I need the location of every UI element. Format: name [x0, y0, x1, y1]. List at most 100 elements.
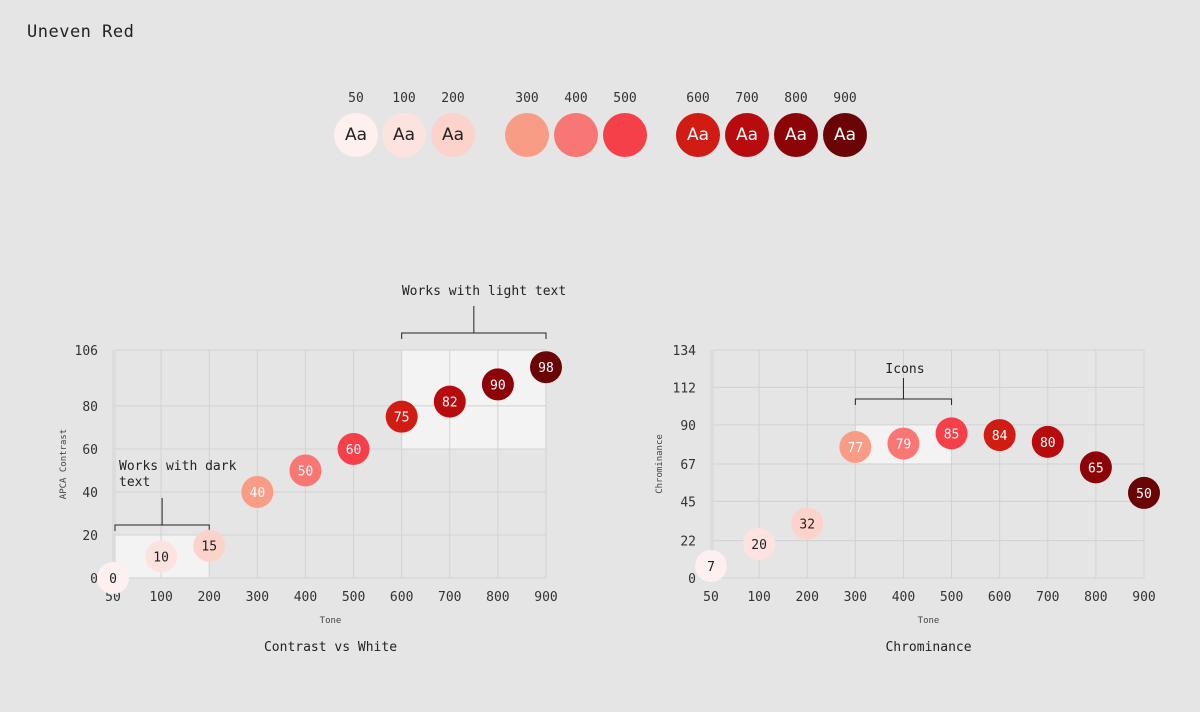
data-point-500: 85	[935, 417, 968, 450]
swatch-label-500: 500	[613, 91, 637, 106]
data-point-label: 20	[751, 538, 767, 553]
x-tick-label: 500	[342, 590, 365, 605]
data-point-label: 32	[799, 518, 815, 533]
x-tick-label: 700	[1036, 590, 1059, 605]
data-point-marker	[193, 529, 226, 562]
data-point-200: 15	[193, 529, 226, 562]
data-point-marker	[791, 507, 824, 540]
x-tick-label: 500	[940, 590, 963, 605]
data-point-label: 15	[201, 540, 217, 555]
x-tick-label: 400	[892, 590, 915, 605]
y-tick-label: 60	[82, 443, 98, 458]
data-point-50: 0	[97, 562, 129, 594]
annotation-bracket-0	[854, 378, 953, 405]
data-point-800: 65	[1079, 451, 1112, 484]
chart-title: Contrast vs White	[264, 640, 397, 655]
y-tick-label: 112	[673, 381, 696, 396]
swatch-label-800: 800	[784, 91, 808, 106]
data-point-marker	[481, 368, 514, 401]
data-point-label: 80	[1040, 436, 1056, 451]
x-tick-label: 100	[747, 590, 770, 605]
x-tick-label: 900	[534, 590, 557, 605]
swatch-label-700: 700	[735, 91, 759, 106]
annotation-text-1: Works with light text	[402, 284, 566, 299]
data-point-100: 20	[743, 527, 776, 560]
page-title: Uneven Red	[27, 22, 135, 42]
x-tick-label: 200	[197, 590, 220, 605]
data-point-label: 75	[394, 411, 410, 426]
annotation-bracket-0	[114, 498, 210, 531]
annotation-bracket-1	[401, 306, 547, 339]
data-point-marker	[743, 527, 776, 560]
x-tick-label: 100	[149, 590, 172, 605]
data-point-label: 84	[992, 429, 1008, 444]
x-tick-label: 800	[486, 590, 509, 605]
data-point-800: 90	[481, 368, 514, 401]
y-tick-label: 90	[680, 419, 696, 434]
data-point-label: 90	[490, 378, 506, 393]
data-point-marker	[887, 427, 920, 460]
data-point-marker	[289, 454, 322, 487]
swatch-50: Aa	[334, 113, 378, 157]
swatch-label-600: 600	[686, 91, 710, 106]
data-point-marker	[1079, 451, 1112, 484]
data-point-marker	[1128, 476, 1160, 509]
x-tick-label: 200	[795, 590, 818, 605]
annotation-text-0: text	[119, 475, 150, 490]
data-point-marker	[1031, 425, 1064, 458]
swatch-500	[603, 113, 647, 157]
data-point-500: 60	[337, 432, 370, 465]
y-axis-label: APCA Contrast	[59, 429, 69, 499]
data-point-900: 50	[1128, 476, 1160, 509]
chart-title: Chrominance	[885, 640, 971, 655]
swatch-200: Aa	[431, 113, 475, 157]
data-point-label: 65	[1088, 461, 1104, 476]
data-point-label: 77	[848, 441, 864, 456]
y-tick-label: 20	[82, 529, 98, 544]
data-point-label: 10	[153, 550, 169, 565]
annotation-region-1	[401, 350, 546, 449]
data-point-marker	[145, 540, 178, 573]
swatch-400	[554, 113, 598, 157]
chrominance-chart: 0 22 45 67 90 112 134 50 100 200 300 400 500 600 700 80…	[655, 344, 1160, 655]
data-point-marker	[530, 351, 562, 384]
swatch-label-400: 400	[564, 91, 588, 106]
x-axis-label: Tone	[320, 616, 342, 626]
x-tick-label: 300	[844, 590, 867, 605]
x-tick-label: 50	[703, 590, 719, 605]
data-point-200: 32	[791, 507, 824, 540]
swatch-label-900: 900	[833, 91, 857, 106]
x-tick-label: 600	[988, 590, 1011, 605]
y-tick-label: 22	[680, 535, 696, 550]
x-tick-label: 400	[294, 590, 317, 605]
swatch-600: Aa	[676, 113, 720, 157]
swatch-800: Aa	[774, 113, 818, 157]
swatch-label-300: 300	[515, 91, 539, 106]
data-point-50: 7	[695, 550, 727, 583]
data-point-marker	[97, 562, 129, 594]
swatch-label-50: 50	[348, 91, 364, 106]
x-tick-label: 300	[246, 590, 269, 605]
data-point-400: 79	[887, 427, 920, 460]
data-point-700: 80	[1031, 425, 1064, 458]
data-point-100: 10	[145, 540, 178, 573]
data-point-label: 40	[250, 486, 266, 501]
swatch-label-200: 200	[441, 91, 465, 106]
data-point-marker	[695, 550, 727, 583]
swatch-300	[505, 113, 549, 157]
data-point-label: 0	[109, 572, 117, 587]
data-point-marker	[385, 400, 418, 433]
data-point-300: 40	[241, 475, 274, 508]
y-tick-label: 45	[680, 495, 696, 510]
data-point-label: 50	[298, 464, 314, 479]
x-tick-label: 800	[1084, 590, 1107, 605]
swatch-900: Aa	[823, 113, 867, 157]
x-tick-label: 50	[105, 590, 121, 605]
x-axis-label: Tone	[918, 616, 940, 626]
y-tick-label: 106	[75, 344, 98, 359]
y-tick-label: 80	[82, 400, 98, 415]
annotation-text-0: Works with dark	[119, 459, 237, 474]
data-point-900: 98	[530, 351, 562, 384]
data-point-label: 60	[346, 443, 362, 458]
